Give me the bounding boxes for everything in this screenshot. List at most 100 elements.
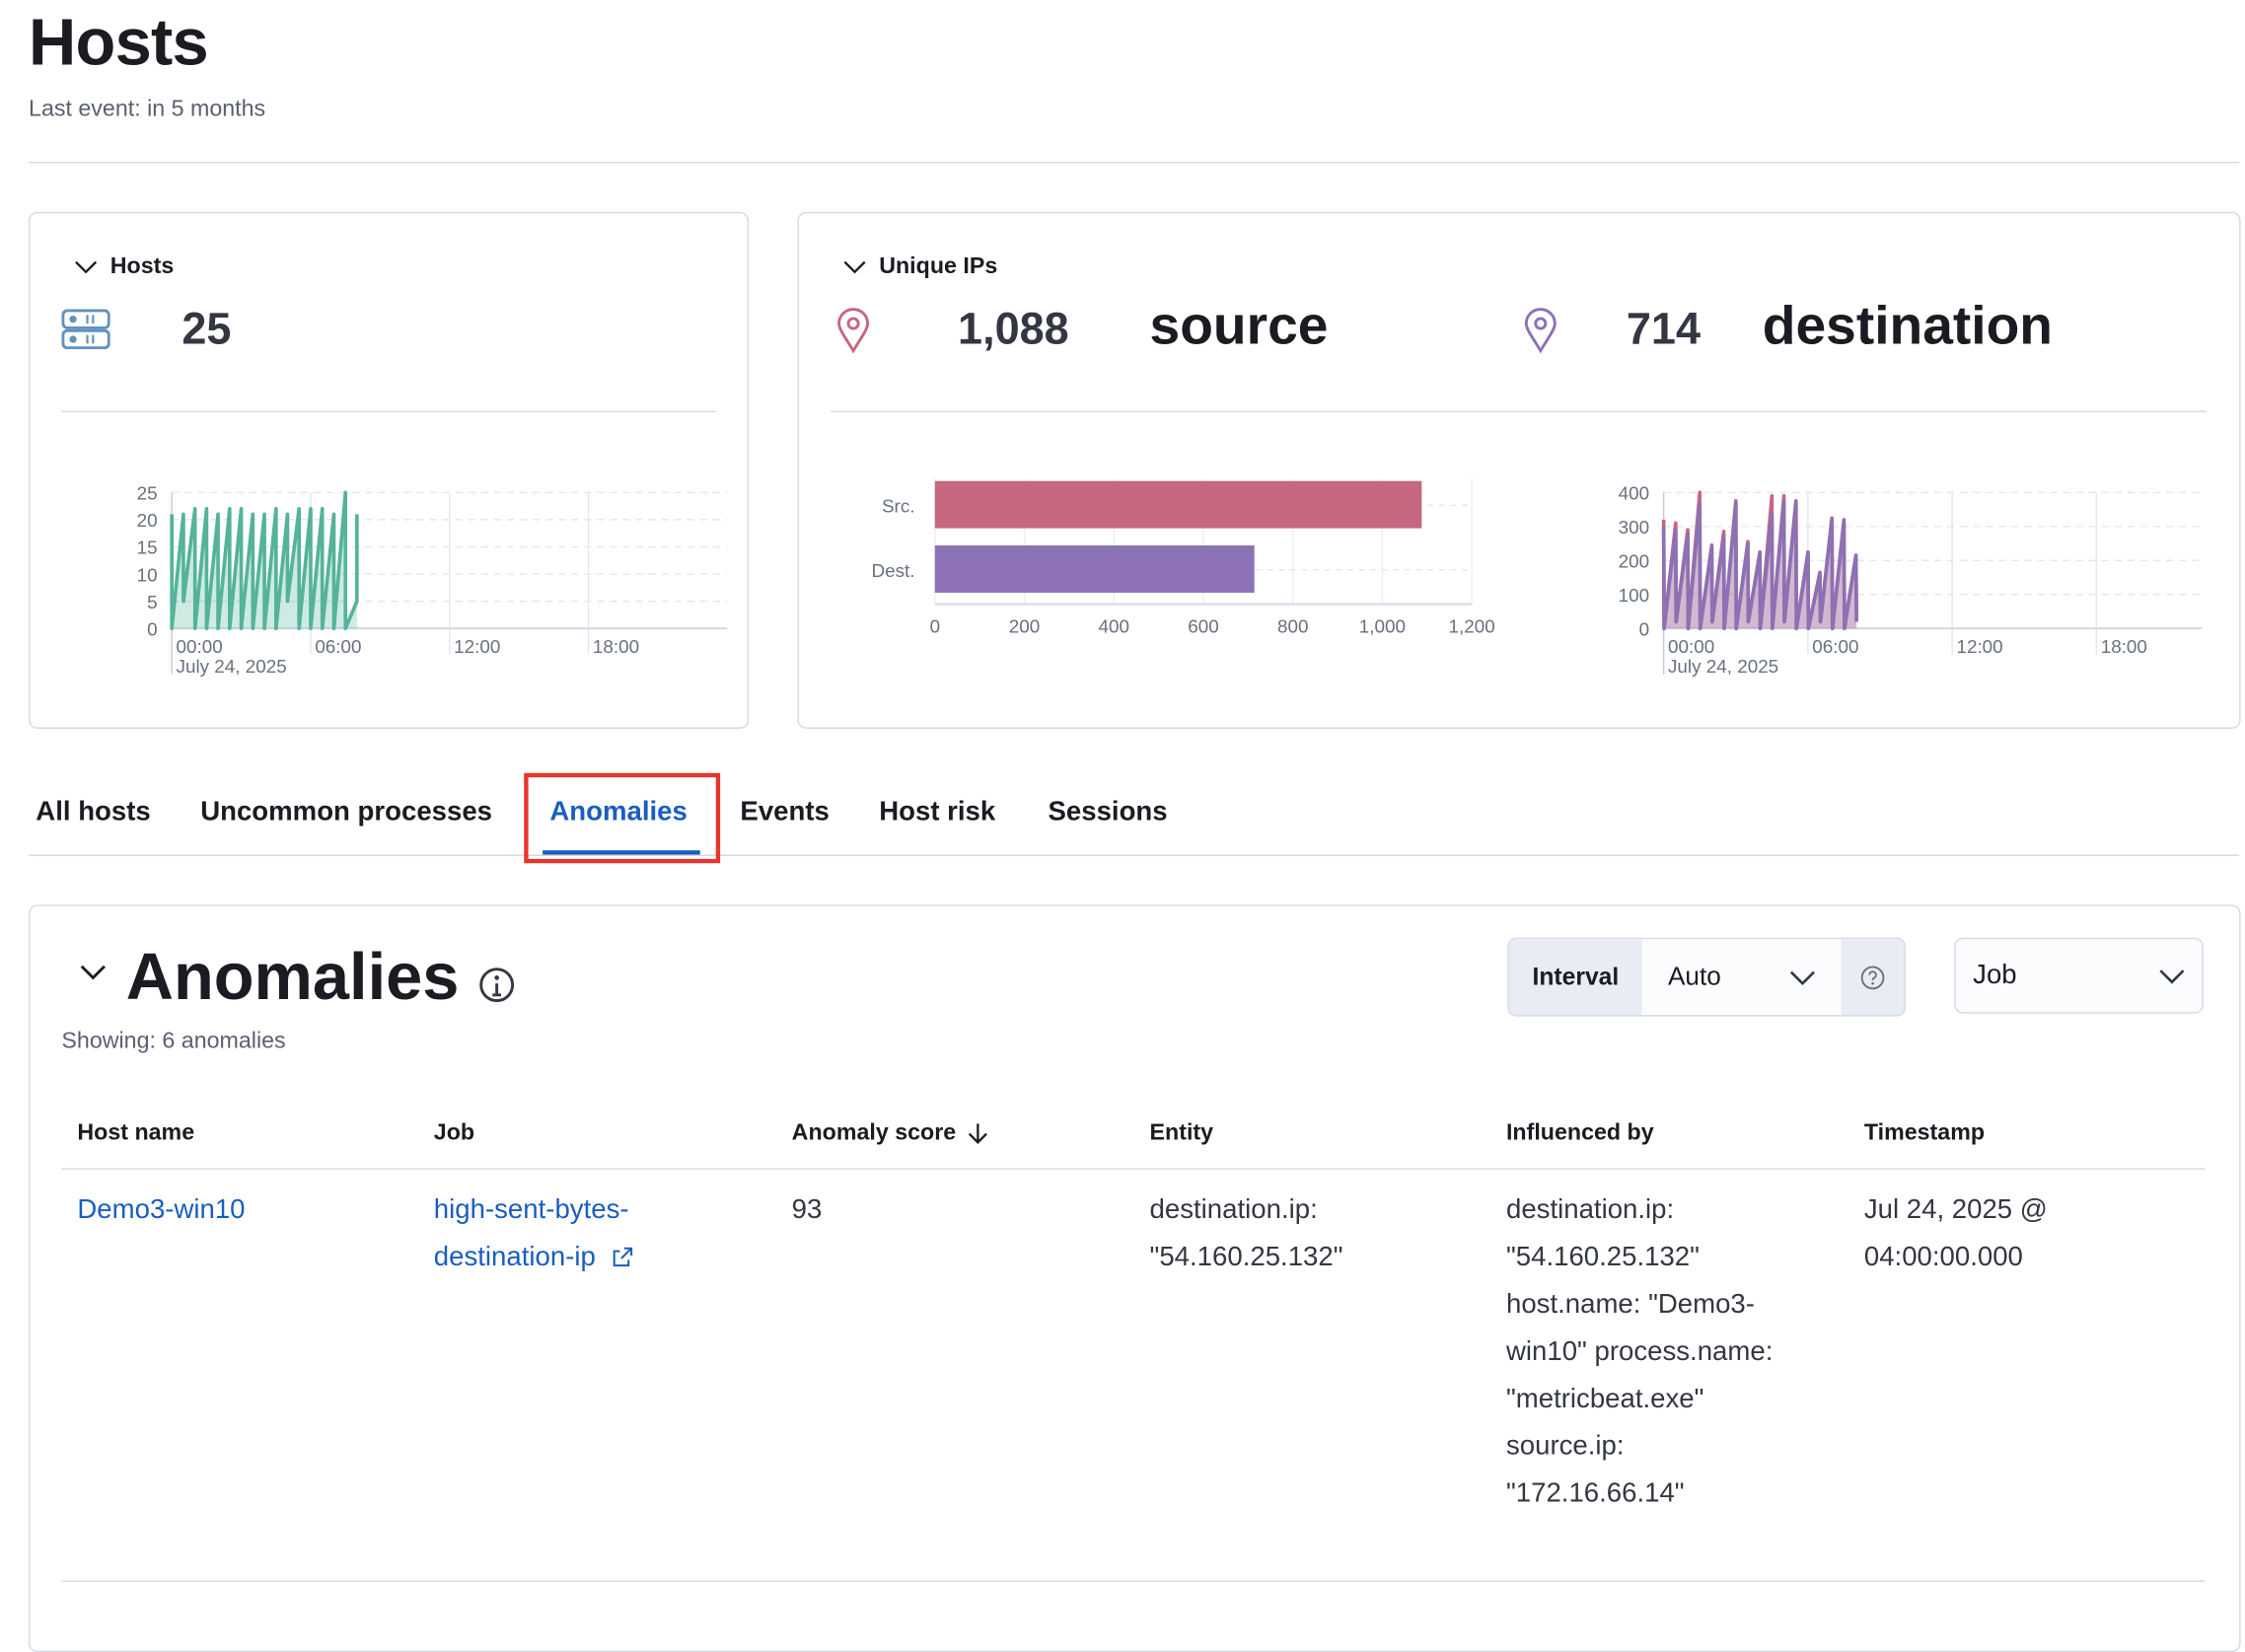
interval-label: Interval xyxy=(1508,939,1642,1016)
chevron-down-icon[interactable] xyxy=(79,964,108,983)
destination-label: destination xyxy=(1762,296,2053,357)
ips-area-chart: 0 100 200 300 400 00:00 06:00 12:00 18:00 July 24… xyxy=(1619,483,2203,677)
tab-anomalies[interactable]: Anomalies xyxy=(549,797,688,827)
last-event: Last event: in 5 months xyxy=(29,97,266,122)
map-pin-icon xyxy=(1524,308,1557,354)
category-label: Dest. xyxy=(871,560,914,581)
job-select-value: Job xyxy=(1973,960,2017,990)
y-tick-label: 25 xyxy=(137,483,158,504)
chevron-down-icon xyxy=(843,260,866,274)
x-tick-label: 0 xyxy=(930,616,941,637)
x-tick-label: 800 xyxy=(1277,616,1308,637)
column-header-job[interactable]: Job xyxy=(433,1120,475,1146)
showing-count: Showing: 6 anomalies xyxy=(61,1029,286,1054)
source-label: source xyxy=(1149,296,1329,357)
unique-ips-panel-title: Unique IPs xyxy=(879,254,998,280)
category-label: Src. xyxy=(882,496,915,517)
y-tick-label: 300 xyxy=(1619,517,1649,538)
tab-events[interactable]: Events xyxy=(740,797,830,827)
column-header-label: Anomaly score xyxy=(791,1120,957,1146)
tab-sessions[interactable]: Sessions xyxy=(1048,797,1168,827)
y-tick-label: 15 xyxy=(137,538,158,558)
table-row-border xyxy=(61,1580,2206,1582)
column-header-influenced-by[interactable]: Influenced by xyxy=(1505,1120,1654,1146)
hosts-count: 25 xyxy=(181,303,232,354)
x-tick-label: 06:00 xyxy=(1812,636,1858,657)
x-tick-label: 06:00 xyxy=(315,636,361,657)
x-tick-label: 18:00 xyxy=(593,636,639,657)
highlight-box xyxy=(524,772,721,864)
destination-count: 714 xyxy=(1626,303,1701,354)
info-icon[interactable] xyxy=(478,967,516,1004)
tab-all-hosts[interactable]: All hosts xyxy=(36,797,151,827)
bar-dest xyxy=(934,545,1255,593)
anomalies-panel: Anomalies Showing: 6 anomalies Interval … xyxy=(29,904,2241,1652)
chevron-down-icon xyxy=(75,260,98,274)
anomaly-score: 93 xyxy=(791,1195,823,1226)
bar-src xyxy=(934,480,1422,529)
interval-value: Auto xyxy=(1667,962,1721,991)
series-line-0 xyxy=(170,490,359,631)
chevron-down-icon xyxy=(1789,970,1815,985)
anomalies-title: Anomalies xyxy=(125,939,460,1014)
source-count: 1,088 xyxy=(958,303,1069,354)
hosts-panel-toggle[interactable]: Hosts xyxy=(73,254,174,280)
tab-uncommon-processes[interactable]: Uncommon processes xyxy=(200,797,493,827)
influenced-by: destination.ip: "54.160.25.132" host.nam… xyxy=(1505,1195,1774,1509)
y-tick-label: 0 xyxy=(1639,618,1650,639)
arrow-down-icon xyxy=(968,1123,987,1144)
divider xyxy=(830,410,2207,413)
question-icon xyxy=(1860,965,1885,989)
interval-help[interactable] xyxy=(1841,939,1905,1016)
x-tick-label: 18:00 xyxy=(2101,636,2147,657)
job-cell: high-sent-bytes-destination-ip xyxy=(434,1186,720,1281)
unique-ips-panel-toggle[interactable]: Unique IPs xyxy=(841,254,997,280)
entity: destination.ip: "54.160.25.132" xyxy=(1149,1195,1343,1273)
y-tick-label: 20 xyxy=(137,510,158,531)
chevron-down-icon xyxy=(2159,969,2185,983)
divider xyxy=(29,162,2240,164)
host-name-link[interactable]: Demo3-win10 xyxy=(77,1195,246,1226)
date-label: July 24, 2025 xyxy=(177,656,287,677)
x-tick-label: 600 xyxy=(1188,616,1218,637)
y-tick-label: 200 xyxy=(1619,551,1649,572)
tabs-border xyxy=(29,854,2240,856)
ips-bar-chart: 0 200 400 600 800 1,000 1,200 Src. Dest. xyxy=(871,477,1495,637)
y-tick-label: 10 xyxy=(137,564,158,585)
y-tick-label: 5 xyxy=(147,592,158,612)
hosts-chart: 0 5 10 15 20 25 00:00 06:00 12:00 18:00 July 24, 2… xyxy=(137,483,728,677)
x-tick-label: 200 xyxy=(1009,616,1040,637)
column-header-host-name[interactable]: Host name xyxy=(77,1120,195,1146)
x-tick-label: 400 xyxy=(1099,616,1129,637)
divider xyxy=(61,410,716,413)
interval-dropdown[interactable]: Auto xyxy=(1641,939,1842,1016)
tab-selected-indicator xyxy=(543,850,700,855)
column-header-entity[interactable]: Entity xyxy=(1149,1120,1214,1146)
column-header-anomaly-score[interactable]: Anomaly score xyxy=(792,1121,987,1147)
y-tick-label: 400 xyxy=(1619,483,1649,504)
x-tick-label: 00:00 xyxy=(1668,636,1714,657)
x-tick-label: 1,200 xyxy=(1449,616,1495,637)
external-link-icon[interactable] xyxy=(612,1246,634,1268)
job-link[interactable]: high-sent-bytes-destination-ip xyxy=(433,1195,629,1273)
job-select[interactable]: Job xyxy=(1954,937,2204,1014)
y-tick-label: 0 xyxy=(147,618,158,639)
series-line-destination xyxy=(1661,499,1858,631)
hosts-panel: Hosts 25 0 5 10 15 20 25 00:00 06:00 12:00 18:00 J… xyxy=(29,211,750,729)
x-tick-label: 12:00 xyxy=(1956,636,2002,657)
tab-host-risk[interactable]: Host risk xyxy=(879,797,996,827)
unique-ips-panel: Unique IPs 1,088 source 714 destination … xyxy=(797,211,2241,729)
hosts-panel-title: Hosts xyxy=(109,254,175,280)
interval-select[interactable]: Interval Auto xyxy=(1507,937,1906,1017)
table-header-border xyxy=(61,1168,2206,1170)
x-tick-label: 00:00 xyxy=(177,636,223,657)
x-tick-label: 1,000 xyxy=(1359,616,1406,637)
map-pin-icon xyxy=(837,308,870,354)
x-tick-label: 12:00 xyxy=(454,636,500,657)
column-header-timestamp[interactable]: Timestamp xyxy=(1863,1120,1986,1146)
date-label: July 24, 2025 xyxy=(1668,656,1778,677)
timestamp: Jul 24, 2025 @ 04:00:00.000 xyxy=(1863,1195,2048,1273)
y-tick-label: 100 xyxy=(1619,585,1649,606)
server-icon xyxy=(61,309,110,350)
page-title: Hosts xyxy=(29,4,209,79)
